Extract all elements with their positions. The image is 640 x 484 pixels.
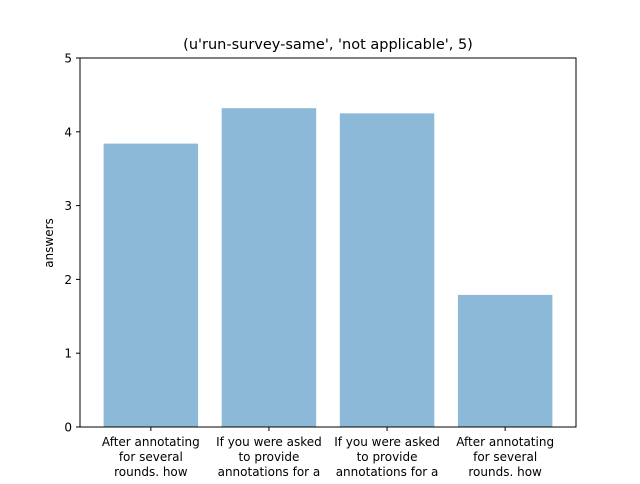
- y-tick-label: 2: [64, 273, 72, 287]
- plot-frame: [79, 57, 577, 428]
- y-tick-label: 0: [64, 421, 72, 435]
- x-tick-label: After annotating for several rounds. how: [102, 435, 200, 479]
- bar-4: [457, 294, 553, 427]
- y-tick-label: 4: [64, 125, 72, 139]
- bar-1: [103, 143, 199, 428]
- x-tick-label: If you were asked to provide annotations f…: [216, 435, 322, 479]
- x-axis: After annotating for several rounds. how If…: [102, 427, 554, 479]
- bar-2: [221, 108, 317, 428]
- bars-layer: [103, 108, 553, 428]
- y-tick-label: 3: [64, 199, 72, 213]
- y-tick-label: 5: [64, 52, 72, 66]
- y-tick-label: 1: [64, 347, 72, 361]
- x-tick-label: After annotating for several rounds. how: [456, 435, 554, 479]
- y-axis-label: answers: [42, 218, 56, 268]
- x-tick-label: If you were asked to provide annotations f…: [334, 435, 440, 479]
- chart-title: (u'run-survey-same', 'not applicable', 5…: [183, 37, 473, 53]
- y-axis: 0 1 2 3 4 5: [64, 52, 80, 435]
- bar-3: [339, 113, 435, 427]
